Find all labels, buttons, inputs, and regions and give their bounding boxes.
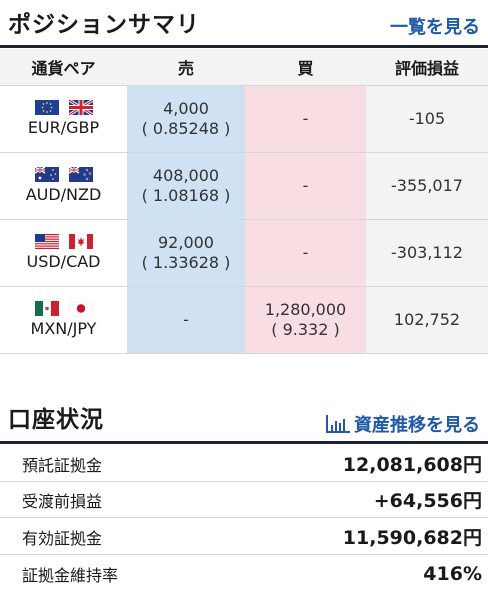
pl-cell: -105 <box>366 85 488 153</box>
jp-flag-icon <box>68 300 93 316</box>
account-row-effective-margin: 有効証拠金 11,590,682円 <box>0 519 488 555</box>
uk-flag-icon <box>68 99 93 115</box>
nz-flag-icon <box>68 166 93 182</box>
view-list-link[interactable]: 一覧を見る <box>390 17 480 38</box>
sell-amount: 4,000 <box>163 98 209 118</box>
account-divider <box>0 441 488 444</box>
sell-cell: 4,000 ( 0.85248 ) <box>127 85 245 153</box>
buy-rate: ( 9.332 ) <box>271 319 340 339</box>
buy-cell: - <box>245 152 366 220</box>
account-row-unsettled-pl: 受渡前損益 +64,556円 <box>0 482 488 518</box>
buy-cell: 1,280,000 ( 9.332 ) <box>245 286 366 354</box>
account-value: 12,081,608円 <box>342 454 482 476</box>
col-header-sell: 売 <box>127 49 245 86</box>
buy-amount: - <box>302 242 309 262</box>
positions-divider <box>0 45 488 48</box>
position-row[interactable]: AUD/NZD 408,000 ( 1.08168 ) - -355,017 <box>0 152 488 220</box>
buy-amount: - <box>302 175 309 195</box>
sell-cell: 408,000 ( 1.08168 ) <box>127 152 245 220</box>
sell-cell: - <box>127 286 245 354</box>
pair-cell: AUD/NZD <box>0 152 127 220</box>
col-header-pl: 評価損益 <box>366 49 488 86</box>
eu-flag-icon <box>34 99 59 115</box>
asset-history-label: 資産推移を見る <box>354 415 480 436</box>
pl-cell: -303,112 <box>366 219 488 287</box>
positions-table: 通貨ペア 売 買 評価損益 <box>0 49 488 354</box>
sell-amount: 92,000 <box>158 232 214 252</box>
pair-cell: MXN/JPY <box>0 286 127 354</box>
sell-rate: ( 1.33628 ) <box>141 252 231 272</box>
account-header: 口座状況 資産推移を見る <box>0 398 488 438</box>
pair-cell: USD/CAD <box>0 219 127 287</box>
col-header-pair: 通貨ペア <box>0 49 127 86</box>
account-value: 11,590,682円 <box>342 527 482 549</box>
buy-cell: - <box>245 85 366 153</box>
buy-cell: - <box>245 219 366 287</box>
sell-amount: 408,000 <box>152 165 220 185</box>
sell-rate: ( 0.85248 ) <box>141 118 231 138</box>
positions-header: ポジションサマリ 一覧を見る <box>0 0 488 44</box>
buy-amount: - <box>302 108 309 128</box>
position-row[interactable]: MXN/JPY - 1,280,000 ( 9.332 ) 102,752 <box>0 286 488 354</box>
account-row-margin-ratio: 証拠金維持率 416% <box>0 556 488 592</box>
pair-cell: EUR/GBP <box>0 85 127 153</box>
mx-flag-icon <box>34 300 59 316</box>
col-header-buy: 買 <box>245 49 366 86</box>
positions-title: ポジションサマリ <box>8 12 200 38</box>
us-flag-icon <box>34 233 59 249</box>
pair-name: MXN/JPY <box>30 318 97 338</box>
account-value: 416% <box>423 563 482 585</box>
position-row[interactable]: USD/CAD 92,000 ( 1.33628 ) - -303,112 <box>0 219 488 287</box>
bar-chart-icon <box>326 415 350 433</box>
account-label: 預託証拠金 <box>22 455 103 475</box>
account-value: +64,556円 <box>373 490 482 512</box>
pl-cell: 102,752 <box>366 286 488 354</box>
account-label: 有効証拠金 <box>22 528 103 548</box>
position-row[interactable]: EUR/GBP 4,000 ( 0.85248 ) - -105 <box>0 85 488 153</box>
asset-history-link[interactable]: 資産推移を見る <box>326 411 488 437</box>
sell-cell: 92,000 ( 1.33628 ) <box>127 219 245 287</box>
buy-amount: 1,280,000 <box>264 299 347 319</box>
account-label: 証拠金維持率 <box>22 566 119 585</box>
sell-amount: - <box>183 309 189 329</box>
au-flag-icon <box>34 166 59 182</box>
pair-name: USD/CAD <box>26 251 101 271</box>
account-label: 受渡前損益 <box>22 491 103 511</box>
account-row-deposit: 預託証拠金 12,081,608円 <box>0 446 488 482</box>
account-title: 口座状況 <box>8 407 104 433</box>
pl-cell: -355,017 <box>366 152 488 220</box>
sell-rate: ( 1.08168 ) <box>141 185 231 205</box>
positions-header-row: 通貨ペア 売 買 評価損益 <box>0 49 488 86</box>
pair-name: AUD/NZD <box>25 184 102 204</box>
pair-name: EUR/GBP <box>27 117 100 137</box>
ca-flag-icon <box>68 233 93 249</box>
